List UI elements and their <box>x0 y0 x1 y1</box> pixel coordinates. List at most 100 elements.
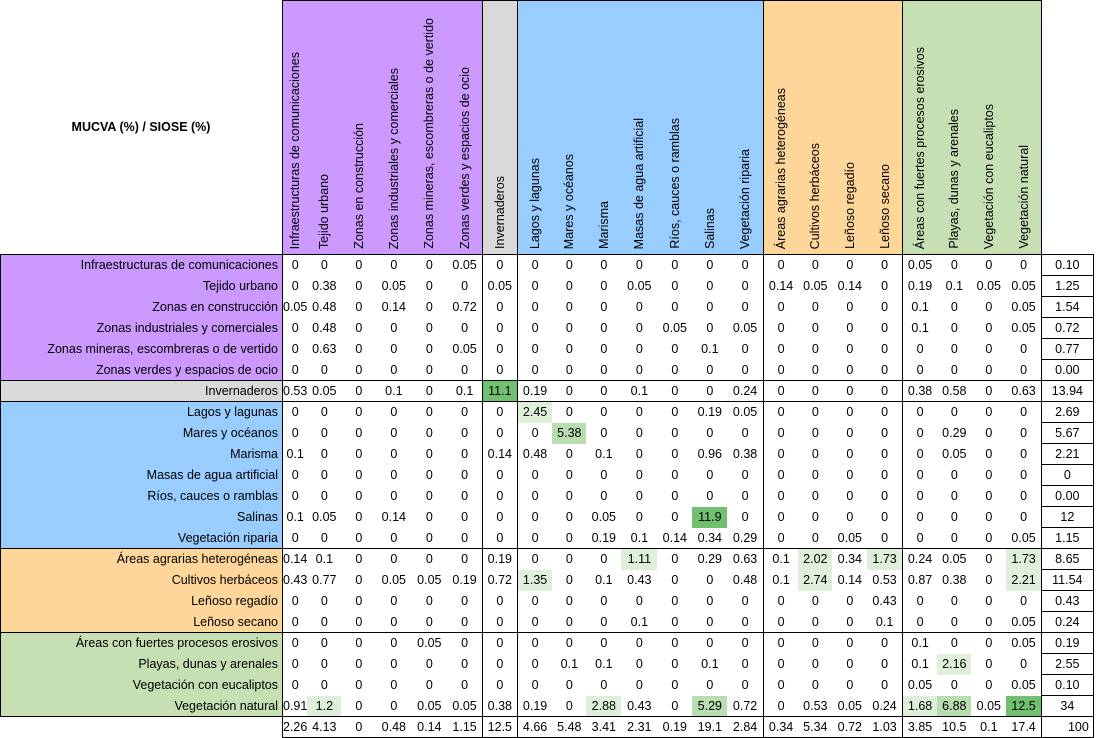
matrix-cell: 0.63 <box>1006 380 1042 402</box>
matrix-cell: 0 <box>552 254 587 276</box>
matrix-cell: 0 <box>376 359 412 381</box>
row-total: 0.77 <box>1040 338 1094 360</box>
matrix-cell: 0 <box>635 510 643 524</box>
matrix-cell: 0 <box>320 468 328 482</box>
matrix-cell: 0 <box>985 447 993 461</box>
matrix-cell: 0.14 <box>657 527 693 549</box>
matrix-cell: 0 <box>481 317 518 339</box>
column-header: Áreas con fuertes procesos erosivos <box>901 0 938 255</box>
matrix-cell: 0 <box>307 527 342 549</box>
matrix-cell: 0 <box>621 359 658 381</box>
matrix-cell: 0 <box>565 468 573 482</box>
matrix-cell: 0 <box>565 279 573 293</box>
matrix-cell: 0.05 <box>411 695 448 717</box>
matrix-cell: 0 <box>282 632 308 654</box>
matrix-cell: 0 <box>1006 422 1042 444</box>
row-total: 34 <box>1040 695 1094 717</box>
matrix-cell: 0.19 <box>692 401 728 423</box>
matrix-cell: 0 <box>692 380 728 402</box>
matrix-cell: 0 <box>341 359 377 381</box>
matrix-cell: 0 <box>516 254 553 276</box>
matrix-row: Masas de agua artificial 0 0 0 0 0 0 0 0 0 0 0 0 0 0 0 0… <box>0 464 1094 486</box>
column-header: Vegetación natural <box>1006 0 1042 255</box>
column-header: Ríos, cauces o ramblas <box>657 0 693 255</box>
row-total: 12 <box>1040 506 1094 528</box>
matrix-cell: 0.53 <box>282 380 308 402</box>
matrix-cell: 0 <box>1006 254 1042 276</box>
matrix-cell: 0.05 <box>976 279 1002 293</box>
row-total: 5.67 <box>1040 422 1094 444</box>
matrix-row: Vegetación natural 0.91 1.2 0 0 0.05 0.05 0.38 0… <box>0 695 1094 717</box>
matrix-cell: 0 <box>985 321 993 335</box>
matrix-cell: 0 <box>600 300 608 314</box>
matrix-cell: 0 <box>1006 506 1042 528</box>
matrix-cell: 0 <box>901 338 938 360</box>
matrix-cell: 0 <box>950 342 958 356</box>
matrix-cell: 0 <box>341 695 377 717</box>
matrix-cell: 0 <box>635 468 643 482</box>
matrix-cell: 0.19 <box>516 695 553 717</box>
matrix-cell: 0.05 <box>942 447 967 461</box>
matrix-cell: 0 <box>282 359 308 381</box>
matrix-cell: 0 <box>867 443 903 465</box>
matrix-cell: 0 <box>971 254 1007 276</box>
column-header: Marisma <box>586 0 622 255</box>
matrix-cell: 0.77 <box>312 573 337 587</box>
matrix-cell: 0.05 <box>1006 527 1042 549</box>
matrix-cell: 0 <box>671 489 679 503</box>
matrix-cell: 0 <box>307 254 342 276</box>
column-header-label: Marisma <box>596 201 611 249</box>
column-header-label: Zonas en construcción <box>351 123 366 249</box>
row-total: 8.65 <box>1040 548 1094 570</box>
matrix-cell: 12.5 <box>1006 695 1042 717</box>
matrix-cell: 0 <box>867 275 903 297</box>
matrix-row: Leñoso regadío 0 0 0 0 0 0 0 0 0 0 0 0 0 0 0 0 0 0.43 0 0 0 0 0… <box>0 590 1094 612</box>
matrix-cell: 0.91 <box>282 695 308 717</box>
matrix-cell: 0 <box>832 359 868 381</box>
matrix-cell: 0 <box>635 489 643 503</box>
matrix-cell: 2.16 <box>937 653 972 675</box>
matrix-cell: 0 <box>425 342 433 356</box>
matrix-cell: 0.1 <box>621 527 658 549</box>
matrix-cell: 0 <box>671 426 679 440</box>
matrix-cell: 0 <box>516 653 553 675</box>
matrix-cell: 0.1 <box>762 569 799 591</box>
matrix-cell: 1.11 <box>621 548 658 570</box>
matrix-cell: 0 <box>355 489 363 503</box>
matrix-cell: 0 <box>600 426 608 440</box>
column-total: 2.84 <box>727 716 764 738</box>
matrix-cell: 0.1 <box>595 447 613 461</box>
matrix-cell: 0 <box>971 527 1007 549</box>
matrix-row: Playas, dunas y arenales 0 0 0 0 0 0 0 0 0.1 0.1 0 0… <box>0 653 1094 675</box>
matrix-cell: 0 <box>320 447 328 461</box>
matrix-cell: 0 <box>901 590 938 612</box>
matrix-row: Áreas con fuertes procesos erosivos 0 0 0 0 0… <box>0 632 1094 654</box>
matrix-cell: 0 <box>552 527 587 549</box>
matrix-cell: 0 <box>901 401 938 423</box>
matrix-cell: 0 <box>657 254 693 276</box>
column-totals-row: 2.26 4.13 0 0.48 0.14 1.15 12.5 4.66 5.48 3.41 2.3… <box>1 716 1094 738</box>
matrix-cell: 0 <box>706 594 714 608</box>
matrix-cell: 0 <box>971 401 1007 423</box>
matrix-cell: 0 <box>657 548 693 570</box>
matrix-cell: 0.1 <box>560 657 579 671</box>
matrix-cell: 0 <box>727 338 764 360</box>
matrix-cell: 0 <box>727 590 764 612</box>
column-header: Vegetación con eucaliptos <box>971 0 1007 255</box>
matrix-cell: 0 <box>600 489 608 503</box>
matrix-cell: 0.05 <box>447 254 483 276</box>
matrix-cell: 0 <box>447 674 483 696</box>
matrix-cell: 0 <box>706 279 714 293</box>
matrix-cell: 0 <box>282 590 308 612</box>
matrix-cell: 0.19 <box>586 527 622 549</box>
matrix-cell: 0 <box>411 380 448 402</box>
matrix-row: Vegetación con eucaliptos 0 0 0 0 0 0 0 0 0 0 0 0 0 0 0… <box>0 674 1094 696</box>
matrix-row: Lagos y lagunas 0 0 0 0 0 0 0 2.45 0 0 0 0 0.19 0.05 0 0… <box>0 401 1094 423</box>
matrix-cell: 0 <box>425 426 433 440</box>
matrix-cell: 0.05 <box>727 317 764 339</box>
matrix-cell: 0 <box>971 611 1007 633</box>
row-label: Infraestructuras de comunicaciones <box>0 254 283 276</box>
matrix-cell: 0 <box>282 338 308 360</box>
matrix-cell: 0.05 <box>312 510 337 524</box>
matrix-cell: 1.73 <box>867 548 903 570</box>
